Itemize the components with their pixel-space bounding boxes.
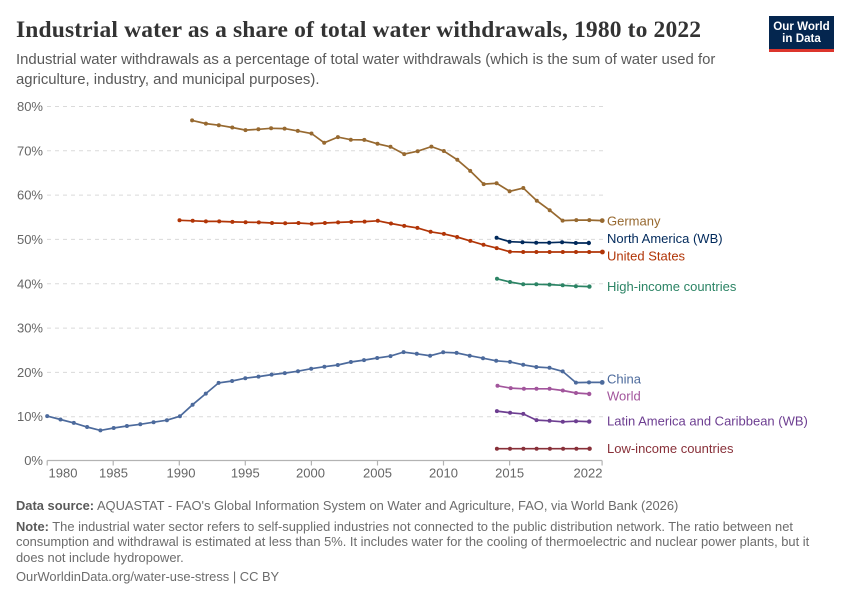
svg-text:50%: 50% <box>17 232 43 247</box>
svg-text:World: World <box>607 389 641 404</box>
svg-text:1980: 1980 <box>49 466 78 481</box>
svg-text:0%: 0% <box>24 453 43 468</box>
svg-text:60%: 60% <box>17 188 43 203</box>
svg-text:Germany: Germany <box>607 213 661 228</box>
svg-text:80%: 80% <box>17 99 43 114</box>
svg-text:10%: 10% <box>17 409 43 424</box>
svg-text:High-income countries: High-income countries <box>607 279 737 294</box>
svg-text:1985: 1985 <box>99 466 128 481</box>
svg-text:Low-income countries: Low-income countries <box>607 441 734 456</box>
svg-text:2015: 2015 <box>495 466 524 481</box>
svg-text:20%: 20% <box>17 365 43 380</box>
svg-text:70%: 70% <box>17 143 43 158</box>
svg-text:30%: 30% <box>17 321 43 336</box>
svg-text:1995: 1995 <box>231 466 260 481</box>
svg-text:2022: 2022 <box>574 466 603 481</box>
svg-text:1990: 1990 <box>167 466 196 481</box>
svg-text:Latin America and Caribbean (W: Latin America and Caribbean (WB) <box>607 413 808 428</box>
svg-text:China: China <box>607 371 642 386</box>
svg-text:40%: 40% <box>17 276 43 291</box>
svg-text:United States: United States <box>607 248 686 263</box>
svg-text:2010: 2010 <box>429 466 458 481</box>
svg-text:2000: 2000 <box>296 466 325 481</box>
svg-text:North America (WB): North America (WB) <box>607 231 723 246</box>
svg-text:2005: 2005 <box>363 466 392 481</box>
